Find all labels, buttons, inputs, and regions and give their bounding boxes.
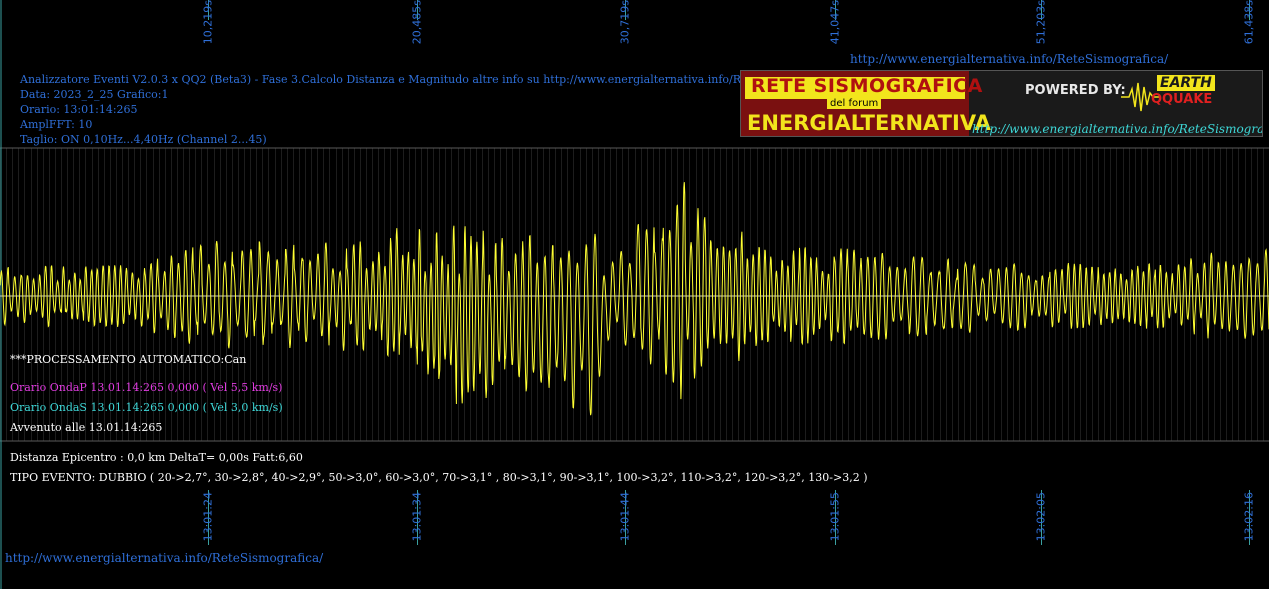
logo-title-top: RETE SISMOGRAFICA — [751, 75, 983, 97]
bottom-tick-label: 13:01:34 — [411, 492, 424, 541]
info-amplfft: AmplFFT: 10 — [20, 118, 93, 131]
top-tick-label: 51,203s — [1035, 0, 1048, 44]
bottom-tick-label: 13:02:16 — [1243, 492, 1256, 541]
logo-earth: EARTH — [1157, 75, 1215, 91]
top-tick-label: 41,047s — [829, 0, 842, 44]
bottom-url[interactable]: http://www.energialternativa.info/ReteSi… — [5, 551, 324, 565]
info-panel: Analizzatore Eventi V2.0.3 x QQ2 (Beta3)… — [20, 72, 786, 147]
logo-subtitle: del forum — [827, 98, 882, 109]
distanza-label: Distanza Epicentro : 0,0 km DeltaT= 0,00… — [10, 451, 303, 464]
logo-title-bottom: ENERGIALTERNATIVA — [747, 111, 991, 135]
rete-sismografica-logo: RETE SISMOGRAFICA del forum ENERGIALTERN… — [740, 70, 1263, 137]
tick-marks — [208, 0, 1250, 545]
top-tick-label: 30,719s — [619, 0, 632, 44]
top-tick-label: 10,219s — [202, 0, 215, 44]
avvenuto-label: Avvenuto alle 13.01.14:265 — [10, 421, 163, 434]
onda-s-label: Orario OndaS 13.01.14:265 0,000 ( Vel 3,… — [10, 401, 283, 414]
logo-powered-by: POWERED BY: — [1025, 83, 1126, 98]
logo-qquake: QQUAKE — [1151, 92, 1213, 107]
info-time: Orario: 13:01:14:265 — [20, 103, 138, 116]
onda-p-label: Orario OndaP 13.01.14:265 0,000 ( Vel 5,… — [10, 381, 283, 394]
processing-label: ***PROCESSAMENTO AUTOMATICO:Can — [10, 353, 247, 366]
tipo-evento-label: TIPO EVENTO: DUBBIO ( 20->2,7°, 30->2,8°… — [10, 471, 868, 484]
bottom-tick-label: 13:02:05 — [1035, 492, 1048, 541]
info-version: Analizzatore Eventi V2.0.3 x QQ2 (Beta3)… — [20, 73, 786, 86]
tick-labels: 10,219s 20,485s 30,719s 41,047s 51,203s 61,43… — [202, 0, 1256, 541]
top-url[interactable]: http://www.energialternativa.info/ReteSi… — [850, 52, 1169, 66]
bottom-tick-label: 13:01:55 — [829, 492, 842, 541]
info-date: Data: 2023_2_25 Grafico:1 — [20, 88, 169, 101]
info-filter: Taglio: ON 0,10Hz...4,40Hz (Channel 2...… — [20, 133, 267, 146]
seismograph-icon — [1121, 82, 1161, 112]
top-tick-label: 20,485s — [411, 0, 424, 44]
seismic-trace — [0, 182, 1269, 416]
logo-url[interactable]: http://www.energialternativa.info/ReteSi… — [972, 122, 1263, 136]
top-tick-label: 61,438s — [1243, 0, 1256, 44]
bottom-tick-label: 13:01:44 — [619, 492, 632, 541]
bottom-tick-label: 13:01:24 — [202, 492, 215, 541]
